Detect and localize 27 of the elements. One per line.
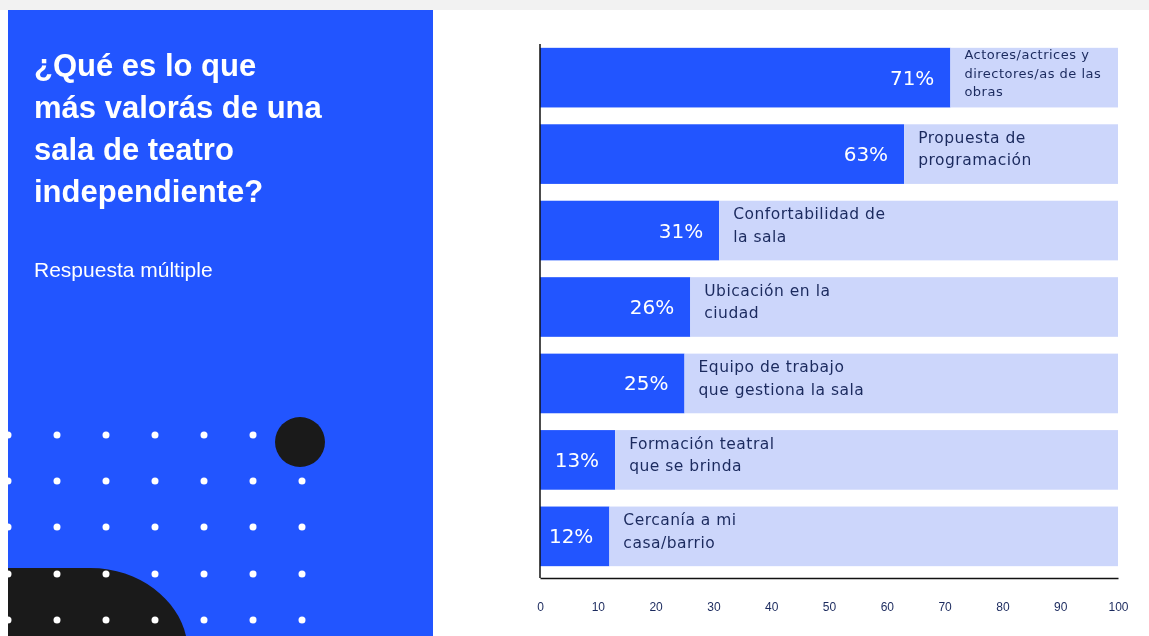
y-tick-label: Actores/actrices y directores/as de las obras [964, 46, 1102, 100]
x-tick-label: 0 [537, 599, 545, 614]
x-tick-label: 80 [996, 599, 1010, 614]
data-label: 31% [658, 218, 704, 243]
text: Respuesta múltiple [34, 258, 213, 281]
y-tick-label: Ubicación en la ciudad [704, 281, 831, 323]
x-tick-label: 30 [707, 599, 721, 614]
y-tick-label: Equipo de trabajo que gestiona la sala [698, 358, 865, 399]
data-label: 25% [624, 371, 669, 396]
data-label: 26% [629, 295, 675, 319]
x-tick-label: 90 [1054, 599, 1068, 614]
x-tick-label: 100 [1108, 599, 1129, 614]
x-tick-label: 50 [822, 599, 837, 614]
data-label: 71% [889, 65, 935, 90]
x-tick-label: 20 [649, 599, 664, 614]
y-tick-label: Formación teatral que se brinda [629, 434, 775, 476]
x-tick-label: 40 [765, 599, 779, 614]
y-tick-label: Confortabilidad de la sala [733, 205, 886, 246]
data-label: 63% [843, 142, 889, 167]
data-label: 13% [554, 447, 600, 472]
x-tick-label: 10 [591, 599, 606, 614]
data-label: 12% [548, 524, 594, 549]
x-tick-label: 60 [880, 599, 895, 614]
text: ¿Qué es lo que más valorás de una sala de teatro independiente? [34, 48, 323, 209]
y-tick-label: Propuesta de programación [918, 128, 1032, 170]
x-tick-label: 70 [938, 599, 953, 614]
y-tick-label: Cercanía a mi casa/barrio [623, 511, 737, 552]
